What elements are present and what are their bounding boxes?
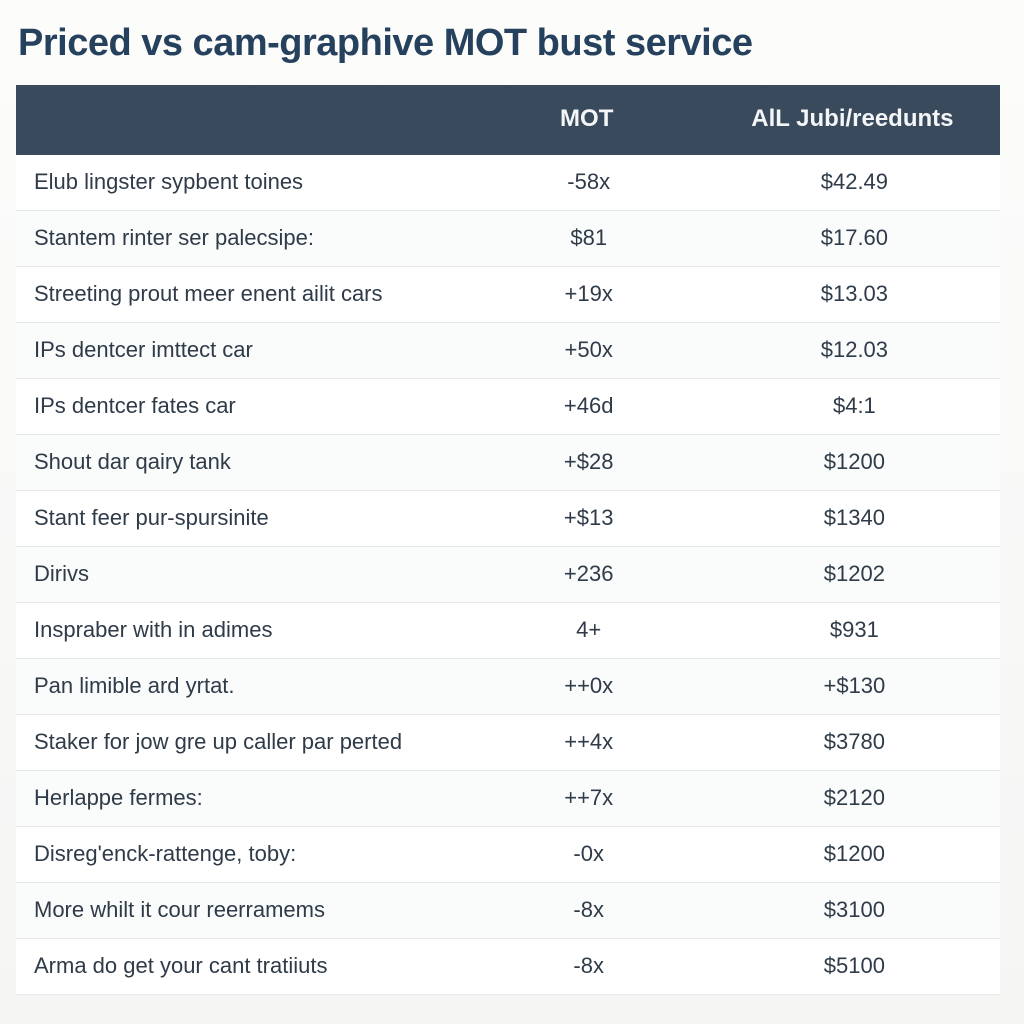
row-label: Staker for jow gre up caller par perted: [16, 715, 469, 771]
table-row: Streeting prout meer enent ailit cars+19…: [16, 267, 1000, 323]
table-row: Shout dar qairy tank+$28$1200: [16, 435, 1000, 491]
row-mot: 4+: [469, 603, 705, 659]
table-row: Stantem rinter ser palecsipe:$81$17.60: [16, 211, 1000, 267]
row-mot: ++7x: [469, 771, 705, 827]
table-row: IPs dentcer fates car+46d$4:1: [16, 379, 1000, 435]
table-row: Inspraber with in adimes4+$931: [16, 603, 1000, 659]
row-all: $4:1: [705, 379, 1000, 435]
row-label: Dirivs: [16, 547, 469, 603]
row-all: $17.60: [705, 211, 1000, 267]
row-label: Disreg'enck-rattenge, toby:: [16, 827, 469, 883]
table-row: Elub lingster sypbent toines-58x$42.49: [16, 155, 1000, 211]
row-label: Stantem rinter ser palecsipe:: [16, 211, 469, 267]
row-label: More whilt it cour reerramems: [16, 883, 469, 939]
row-all: $1200: [705, 435, 1000, 491]
row-all: $1340: [705, 491, 1000, 547]
row-mot: +$13: [469, 491, 705, 547]
row-mot: ++4x: [469, 715, 705, 771]
col-header-mot: MOT: [469, 85, 705, 155]
table-row: Stant feer pur-spursinite+$13$1340: [16, 491, 1000, 547]
row-mot: +50x: [469, 323, 705, 379]
row-label: Pan limible ard yrtat.: [16, 659, 469, 715]
row-all: $5100: [705, 939, 1000, 995]
row-label: IPs dentcer fates car: [16, 379, 469, 435]
table-row: Disreg'enck-rattenge, toby:-0x$1200: [16, 827, 1000, 883]
pricing-table-body: Elub lingster sypbent toines-58x$42.49St…: [16, 155, 1000, 995]
row-mot: -8x: [469, 883, 705, 939]
page: Priced vs cam-graphive MOT bust service …: [0, 0, 1024, 1024]
row-all: $3780: [705, 715, 1000, 771]
row-mot: -0x: [469, 827, 705, 883]
row-all: $1200: [705, 827, 1000, 883]
pricing-table-head: MOT AlL Jubi/reedunts: [16, 85, 1000, 155]
row-label: Herlappe fermes:: [16, 771, 469, 827]
row-mot: +46d: [469, 379, 705, 435]
row-all: $2120: [705, 771, 1000, 827]
table-row: Staker for jow gre up caller par perted+…: [16, 715, 1000, 771]
row-mot: +$28: [469, 435, 705, 491]
col-header-all: AlL Jubi/reedunts: [705, 85, 1000, 155]
row-mot: -8x: [469, 939, 705, 995]
table-row: Pan limible ard yrtat.++0x+$130: [16, 659, 1000, 715]
row-all: $931: [705, 603, 1000, 659]
row-mot: -58x: [469, 155, 705, 211]
row-label: Shout dar qairy tank: [16, 435, 469, 491]
row-all: $1202: [705, 547, 1000, 603]
table-row: Arma do get your cant tratiiuts-8x$5100: [16, 939, 1000, 995]
pricing-table-header-row: MOT AlL Jubi/reedunts: [16, 85, 1000, 155]
row-label: Arma do get your cant tratiiuts: [16, 939, 469, 995]
row-all: $12.03: [705, 323, 1000, 379]
table-row: IPs dentcer imttect car+50x$12.03: [16, 323, 1000, 379]
row-all: $42.49: [705, 155, 1000, 211]
pricing-table: MOT AlL Jubi/reedunts Elub lingster sypb…: [16, 85, 1000, 995]
page-title: Priced vs cam-graphive MOT bust service: [18, 22, 1000, 65]
row-label: IPs dentcer imttect car: [16, 323, 469, 379]
row-mot: $81: [469, 211, 705, 267]
table-row: Dirivs+236$1202: [16, 547, 1000, 603]
row-all: $3100: [705, 883, 1000, 939]
table-row: More whilt it cour reerramems-8x$3100: [16, 883, 1000, 939]
row-mot: ++0x: [469, 659, 705, 715]
table-row: Herlappe fermes:++7x$2120: [16, 771, 1000, 827]
row-label: Elub lingster sypbent toines: [16, 155, 469, 211]
row-all: +$130: [705, 659, 1000, 715]
row-label: Inspraber with in adimes: [16, 603, 469, 659]
row-label: Stant feer pur-spursinite: [16, 491, 469, 547]
row-label: Streeting prout meer enent ailit cars: [16, 267, 469, 323]
row-mot: +19x: [469, 267, 705, 323]
row-mot: +236: [469, 547, 705, 603]
col-header-label: [16, 85, 469, 155]
row-all: $13.03: [705, 267, 1000, 323]
